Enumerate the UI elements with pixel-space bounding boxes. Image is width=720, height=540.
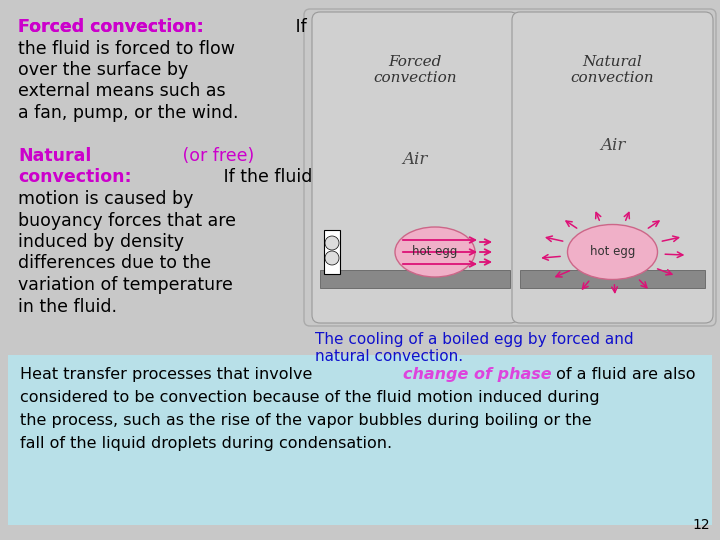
Text: over the surface by: over the surface by (18, 61, 188, 79)
Text: Air: Air (402, 152, 428, 168)
Text: Heat transfer processes that involve: Heat transfer processes that involve (20, 367, 318, 382)
FancyBboxPatch shape (312, 12, 518, 323)
Text: hot egg: hot egg (590, 246, 635, 259)
Text: convection:: convection: (18, 168, 132, 186)
Text: in the fluid.: in the fluid. (18, 298, 117, 315)
Text: change of phase: change of phase (403, 367, 552, 382)
Text: Natural: Natural (18, 147, 91, 165)
Text: If the fluid: If the fluid (217, 168, 312, 186)
Text: hot egg: hot egg (413, 246, 458, 259)
Ellipse shape (395, 227, 475, 277)
FancyBboxPatch shape (304, 9, 716, 326)
Bar (520, 270, 705, 288)
Ellipse shape (567, 225, 657, 280)
Text: 12: 12 (693, 518, 710, 532)
FancyBboxPatch shape (512, 12, 713, 323)
Text: Forced
convection: Forced convection (373, 55, 456, 85)
Text: the process, such as the rise of the vapor bubbles during boiling or the: the process, such as the rise of the vap… (20, 413, 592, 428)
Text: The cooling of a boiled egg by forced and
natural convection.: The cooling of a boiled egg by forced an… (315, 332, 634, 365)
Text: Natural
convection: Natural convection (571, 55, 654, 85)
Text: of a fluid are also: of a fluid are also (551, 367, 696, 382)
Circle shape (325, 236, 339, 250)
Text: (or free): (or free) (177, 147, 255, 165)
Text: differences due to the: differences due to the (18, 254, 211, 273)
Circle shape (325, 251, 339, 265)
Text: a fan, pump, or the wind.: a fan, pump, or the wind. (18, 104, 238, 122)
Text: fall of the liquid droplets during condensation.: fall of the liquid droplets during conde… (20, 436, 392, 451)
Text: buoyancy forces that are: buoyancy forces that are (18, 212, 236, 230)
Text: Forced convection:: Forced convection: (18, 18, 204, 36)
Text: considered to be convection because of the fluid motion induced during: considered to be convection because of t… (20, 390, 600, 405)
Text: the fluid is forced to flow: the fluid is forced to flow (18, 39, 235, 57)
Text: motion is caused by: motion is caused by (18, 190, 194, 208)
Text: variation of temperature: variation of temperature (18, 276, 233, 294)
Bar (8, 355, 712, 525)
Text: If: If (289, 18, 307, 36)
Text: induced by density: induced by density (18, 233, 184, 251)
Text: external means such as: external means such as (18, 83, 225, 100)
Bar (324, 230, 340, 274)
Bar (320, 270, 510, 288)
Text: Forced convection:: Forced convection: (18, 18, 204, 36)
Text: Air: Air (600, 137, 625, 153)
